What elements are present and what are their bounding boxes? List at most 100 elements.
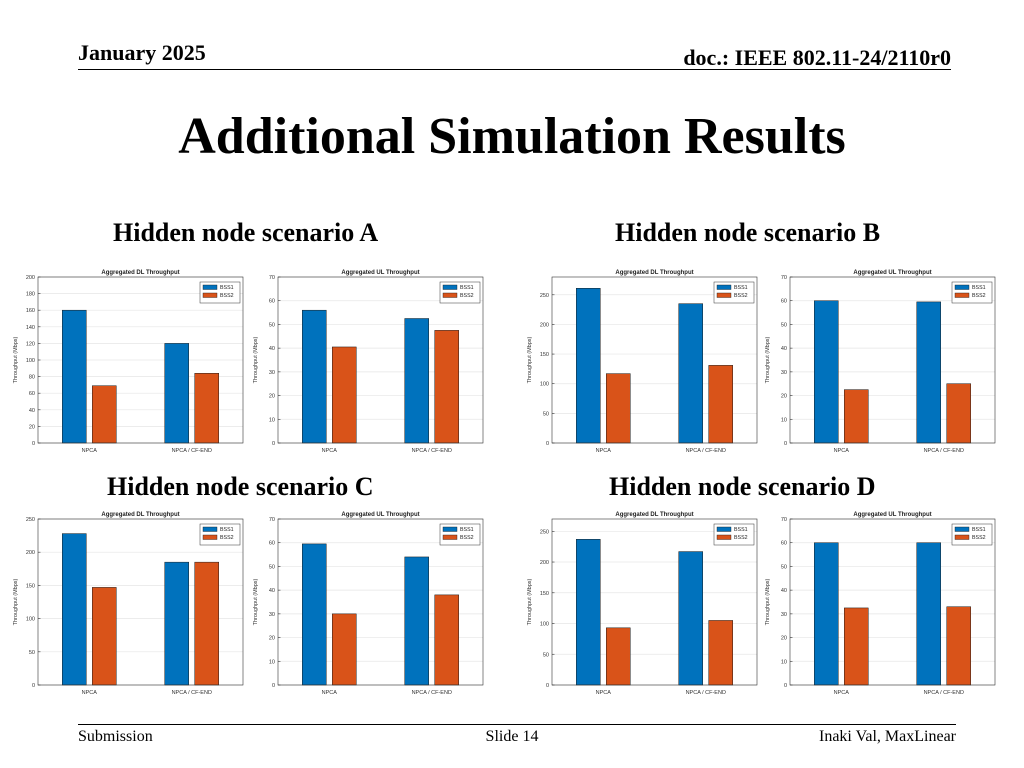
chart-2-xtick-label: NPCA / CF-END — [686, 448, 726, 454]
chart-0-bar-bss2-0 — [92, 385, 117, 444]
chart-1-ytick-label: 0 — [272, 441, 275, 447]
chart-0-ytick-label: 180 — [26, 292, 35, 298]
chart-2-bar-bss2-0 — [606, 373, 631, 444]
chart-2-xtick-label: NPCA — [596, 448, 612, 454]
chart-6-legend-swatch-bss2 — [716, 534, 732, 540]
chart-4-legend-label-bss2: BSS2 — [220, 535, 234, 541]
chart-5-xtick-label: NPCA — [322, 690, 338, 696]
chart-3-ytick-label: 0 — [784, 441, 787, 447]
chart-7-ytick-label: 10 — [781, 659, 787, 665]
chart-d-dl-svg: 0 50 100 150 200 250 NPCA NPCA / CF-END Aggregat… — [527, 512, 758, 696]
chart-7-legend-label-bss2: BSS2 — [972, 535, 986, 541]
scenario-c-label: Hidden node scenario C — [107, 472, 374, 501]
chart-6-bar-bss2-1 — [708, 620, 733, 686]
chart-2-legend-label-bss1: BSS1 — [734, 285, 748, 291]
chart-3-legend-label-bss2: BSS2 — [972, 293, 986, 299]
chart-3-ytick-label: 10 — [781, 417, 787, 423]
chart-1-xtick-label: NPCA / CF-END — [412, 448, 452, 454]
chart-1-ytick-label: 30 — [269, 370, 275, 376]
chart-4-ylabel: Throughput (Mbps) — [13, 578, 19, 625]
chart-2-axes-box — [551, 276, 758, 444]
chart-3-legend-label-bss1: BSS1 — [972, 285, 986, 291]
chart-5-ytick-label: 60 — [269, 541, 275, 547]
chart-3-xtick-label: NPCA / CF-END — [924, 448, 964, 454]
chart-5-legend-label-bss2: BSS2 — [460, 535, 474, 541]
chart-1-ytick-label: 60 — [269, 299, 275, 305]
chart-6-bar-bss1-1 — [678, 551, 703, 686]
chart-5-legend-swatch-bss1 — [442, 526, 458, 532]
chart-3-bar-bss1-1 — [916, 301, 941, 444]
chart-5-bar-bss2-0 — [332, 613, 357, 686]
chart-0-ytick-label: 20 — [29, 424, 35, 430]
chart-7-ytick-label: 40 — [781, 588, 787, 594]
chart-0-legend-label-bss1: BSS1 — [220, 285, 234, 291]
chart-0-ytick-label: 100 — [26, 358, 35, 364]
chart-d-ul: 0 10 20 30 40 50 60 70 NPCA NPCA / CF-END Aggregat… — [758, 507, 998, 699]
chart-1-legend-label-bss1: BSS1 — [460, 285, 474, 291]
chart-4-bar-bss2-0 — [92, 587, 117, 686]
chart-0-legend-label-bss2: BSS2 — [220, 293, 234, 299]
chart-1-axes-box — [277, 276, 484, 444]
chart-6-ytick-label: 150 — [540, 591, 549, 597]
chart-7-ytick-label: 70 — [781, 517, 787, 523]
chart-4-ytick-label: 0 — [32, 683, 35, 689]
chart-1-ytick-label: 40 — [269, 346, 275, 352]
chart-5-ylabel: Throughput (Mbps) — [253, 578, 259, 625]
chart-2-ytick-label: 200 — [540, 322, 549, 328]
chart-c-dl-svg: 0 50 100 150 200 250 NPCA NPCA / CF-END Aggregat… — [13, 512, 244, 696]
chart-4-bar-bss1-1 — [164, 561, 189, 686]
footer-slide-number: Slide 14 — [485, 728, 539, 745]
chart-3-ytick-label: 50 — [781, 322, 787, 328]
chart-4-ytick-label: 250 — [26, 517, 35, 523]
chart-6-ytick-label: 250 — [540, 529, 549, 535]
chart-d-dl: 0 50 100 150 200 250 NPCA NPCA / CF-END Aggregat… — [520, 507, 760, 699]
header-divider — [78, 69, 951, 70]
chart-4-ytick-label: 100 — [26, 617, 35, 623]
chart-a-dl-svg: 0 20 40 60 80 100 120 140 160 180 200 NPCA NPCA / CF… — [13, 270, 244, 454]
chart-3-bar-bss2-1 — [946, 383, 971, 444]
chart-2-ytick-label: 150 — [540, 352, 549, 358]
chart-1-bar-bss2-1 — [434, 330, 459, 444]
chart-6-xtick-label: NPCA / CF-END — [686, 690, 726, 696]
chart-0-bar-bss1-0 — [62, 309, 87, 444]
scenario-d-label: Hidden node scenario D — [609, 472, 876, 501]
chart-7-ytick-label: 30 — [781, 612, 787, 618]
chart-3-ytick-label: 60 — [781, 299, 787, 305]
chart-1-legend-label-bss2: BSS2 — [460, 293, 474, 299]
chart-7-axes-box — [789, 518, 996, 686]
chart-b-dl: 0 50 100 150 200 250 NPCA NPCA / CF-END Aggregat… — [520, 265, 760, 457]
chart-2-legend-swatch-bss1 — [716, 284, 732, 290]
chart-4-legend-label-bss1: BSS1 — [220, 527, 234, 533]
chart-1-bar-bss1-0 — [302, 309, 327, 444]
chart-0-ytick-label: 120 — [26, 341, 35, 347]
chart-3-legend-swatch-bss2 — [954, 292, 970, 298]
chart-6-legend-label-bss1: BSS1 — [734, 527, 748, 533]
chart-3-bar-bss1-0 — [814, 300, 839, 444]
chart-c-ul-svg: 0 10 20 30 40 50 60 70 NPCA NPCA / CF-END Aggregat… — [253, 512, 484, 696]
chart-2-bar-bss2-1 — [708, 365, 733, 444]
chart-3-ytick-label: 40 — [781, 346, 787, 352]
chart-0-xtick-label: NPCA / CF-END — [172, 448, 212, 454]
chart-3-bar-bss2-0 — [844, 389, 869, 444]
chart-7-bar-bss1-0 — [814, 542, 839, 686]
chart-3-axes-box — [789, 276, 996, 444]
chart-b-ul: 0 10 20 30 40 50 60 70 NPCA NPCA / CF-END Aggregat… — [758, 265, 998, 457]
chart-1-title: Aggregated UL Throughput — [341, 270, 419, 276]
chart-4-xtick-label: NPCA / CF-END — [172, 690, 212, 696]
chart-0-ytick-label: 140 — [26, 325, 35, 331]
chart-d-ul-svg: 0 10 20 30 40 50 60 70 NPCA NPCA / CF-END Aggregat… — [765, 512, 996, 696]
chart-0-ytick-label: 0 — [32, 441, 35, 447]
chart-0-ytick-label: 160 — [26, 308, 35, 314]
chart-2-bar-bss1-1 — [678, 303, 703, 444]
chart-a-ul: 0 10 20 30 40 50 60 70 NPCA NPCA / CF-END Aggregat… — [246, 265, 486, 457]
chart-7-legend-swatch-bss1 — [954, 526, 970, 532]
chart-2-ytick-label: 50 — [543, 411, 549, 417]
chart-5-xtick-label: NPCA / CF-END — [412, 690, 452, 696]
chart-0-axes-box — [37, 276, 244, 444]
chart-6-bar-bss1-0 — [576, 539, 601, 686]
chart-2-ytick-label: 100 — [540, 382, 549, 388]
chart-4-ytick-label: 150 — [26, 583, 35, 589]
chart-6-ytick-label: 0 — [546, 683, 549, 689]
chart-5-ytick-label: 10 — [269, 659, 275, 665]
chart-7-ylabel: Throughput (Mbps) — [765, 578, 771, 625]
